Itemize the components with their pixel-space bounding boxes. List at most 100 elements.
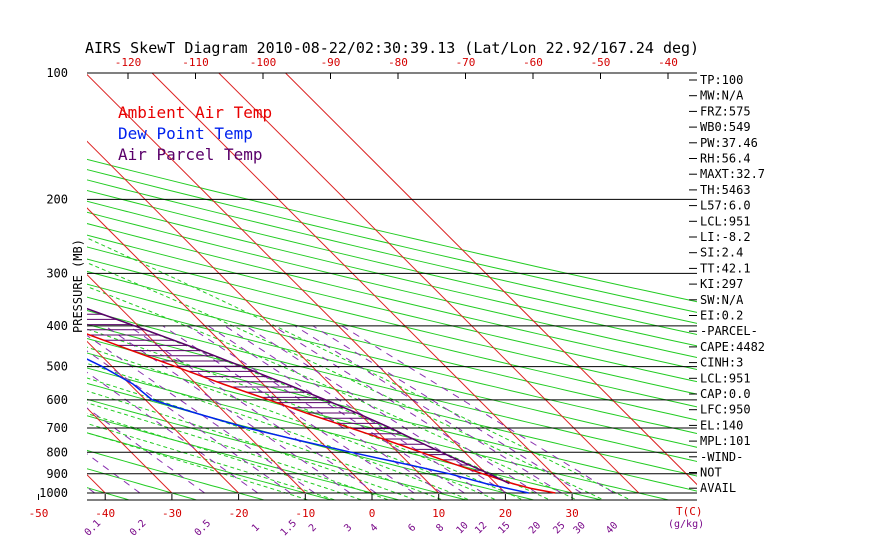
mixing-ratio-line — [294, 325, 562, 494]
dry-adiabat — [87, 258, 697, 408]
index-value: LCL:951 — [700, 214, 751, 228]
pressure-tick-label: 1000 — [39, 486, 68, 500]
bottom-temp-tick-label: -30 — [162, 507, 182, 520]
mixing-ratio-line — [87, 334, 316, 494]
cape-hatching — [87, 308, 493, 476]
top-temp-tick-label: -40 — [658, 56, 678, 69]
index-value: TT:42.1 — [700, 261, 751, 275]
mixing-ratio-line — [224, 325, 484, 494]
mixing-ratio-label: 10 — [454, 520, 470, 536]
moist-adiabat — [87, 362, 471, 500]
index-value: WB0:549 — [700, 120, 751, 134]
isotherm — [285, 73, 697, 486]
dry-adiabat — [87, 296, 697, 448]
index-value: NOT — [700, 466, 722, 480]
moist-adiabat — [87, 328, 525, 500]
index-value: EL:140 — [700, 418, 743, 432]
index-value: RH:56.4 — [700, 152, 751, 166]
index-value: TH:5463 — [700, 183, 751, 197]
dry-adiabat — [87, 323, 697, 477]
index-value: CINH:3 — [700, 356, 743, 370]
dry-adiabat — [87, 415, 401, 500]
isotherm — [151, 73, 573, 494]
dry-adiabat — [87, 432, 334, 500]
pressure-tick-label: 900 — [46, 467, 68, 481]
isotherm — [218, 73, 640, 494]
top-temp-tick-label: -100 — [250, 56, 277, 69]
index-value: EI:0.2 — [700, 309, 743, 323]
pressure-tick-label: 800 — [46, 445, 68, 459]
mixing-ratio-label: 12 — [473, 520, 489, 536]
mixing-ratio-label: 20 — [527, 520, 543, 536]
isotherm — [87, 273, 306, 494]
dry-adiabat — [87, 223, 697, 370]
dry-adiabat — [87, 398, 469, 500]
dry-adiabat — [87, 468, 199, 500]
index-value: MPL:101 — [700, 434, 751, 448]
isotherm — [87, 407, 173, 494]
index-value: LI:-8.2 — [700, 230, 751, 244]
legend-air-parcel-temp: Air Parcel Temp — [118, 145, 263, 164]
mixing-ratio-label: 15 — [496, 520, 512, 536]
index-value: CAPE:4482 — [700, 340, 765, 354]
dry-adiabat — [87, 179, 697, 324]
pressure-tick-label: 200 — [46, 192, 68, 206]
index-value: AVAIL — [700, 481, 736, 495]
top-temp-tick-label: -120 — [115, 56, 142, 69]
top-temp-tick-label: -110 — [182, 56, 209, 69]
index-value: L57:6.0 — [700, 199, 751, 213]
dry-adiabat — [87, 169, 697, 313]
mixing-ratio-label: 30 — [572, 520, 588, 536]
moist-adiabat — [87, 237, 632, 500]
bottom-temp-tick-label: 0 — [369, 507, 376, 520]
mixing-ratio-line — [162, 325, 415, 494]
chart-title: AIRS SkewT Diagram 2010-08-22/02:30:39.1… — [85, 39, 699, 57]
dry-adiabat — [87, 449, 266, 500]
bottom-temp-tick-label: -40 — [95, 507, 115, 520]
parcel-temp-line — [87, 307, 510, 485]
bottom-temp-tick-label: 30 — [565, 507, 578, 520]
dry-adiabat — [87, 283, 697, 435]
ambient-temp-line — [87, 333, 556, 494]
mixing-ratio-label: 25 — [551, 520, 567, 536]
index-value: FRZ:575 — [700, 104, 751, 118]
bottom-temp-tick-label: -10 — [295, 507, 315, 520]
index-value: PW:37.46 — [700, 136, 758, 150]
bottom-temp-tick-label: -20 — [229, 507, 249, 520]
isotherm — [87, 73, 506, 494]
mixing-ratio-line — [128, 325, 377, 494]
dry-adiabat — [87, 246, 697, 395]
mixing-ratio-line — [104, 325, 351, 494]
moist-adiabat — [87, 377, 444, 500]
dry-adiabat — [87, 367, 604, 500]
mixing-ratio-line — [87, 350, 291, 494]
bottom-temp-tick-label: 10 — [432, 507, 445, 520]
y-axis-label: PRESSURE (MB) — [71, 239, 85, 333]
moist-adiabat — [87, 262, 605, 500]
legend: Ambient Air Temp Dew Point Temp Air Parc… — [118, 103, 272, 164]
legend-dew-point-temp: Dew Point Temp — [118, 124, 253, 143]
moist-adiabat — [87, 402, 391, 500]
index-value: TP:100 — [700, 73, 743, 87]
index-value: -PARCEL- — [700, 324, 758, 338]
dry-adiabat — [87, 487, 132, 500]
dry-adiabat — [87, 234, 697, 383]
mixing-ratio-label: 0.1 — [83, 518, 104, 539]
dry-adiabat — [87, 211, 697, 359]
mixing-ratio-line — [272, 325, 538, 494]
mixing-ratio-label: 0.2 — [128, 518, 149, 539]
moist-adiabat — [87, 390, 418, 500]
isotherm — [87, 340, 239, 494]
mixing-ratio-label: 0.5 — [193, 518, 214, 539]
dry-adiabat — [87, 189, 697, 336]
index-value: KI:297 — [700, 277, 743, 291]
bottom-temp-tick-label: -50 — [29, 507, 49, 520]
dry-adiabat — [87, 270, 697, 421]
top-temp-tick-label: -90 — [321, 56, 341, 69]
x-axis-label: T(C) — [676, 505, 703, 518]
dry-adiabat — [87, 158, 697, 303]
mixing-ratio-label: 40 — [604, 520, 620, 536]
moist-adiabat — [87, 286, 579, 500]
